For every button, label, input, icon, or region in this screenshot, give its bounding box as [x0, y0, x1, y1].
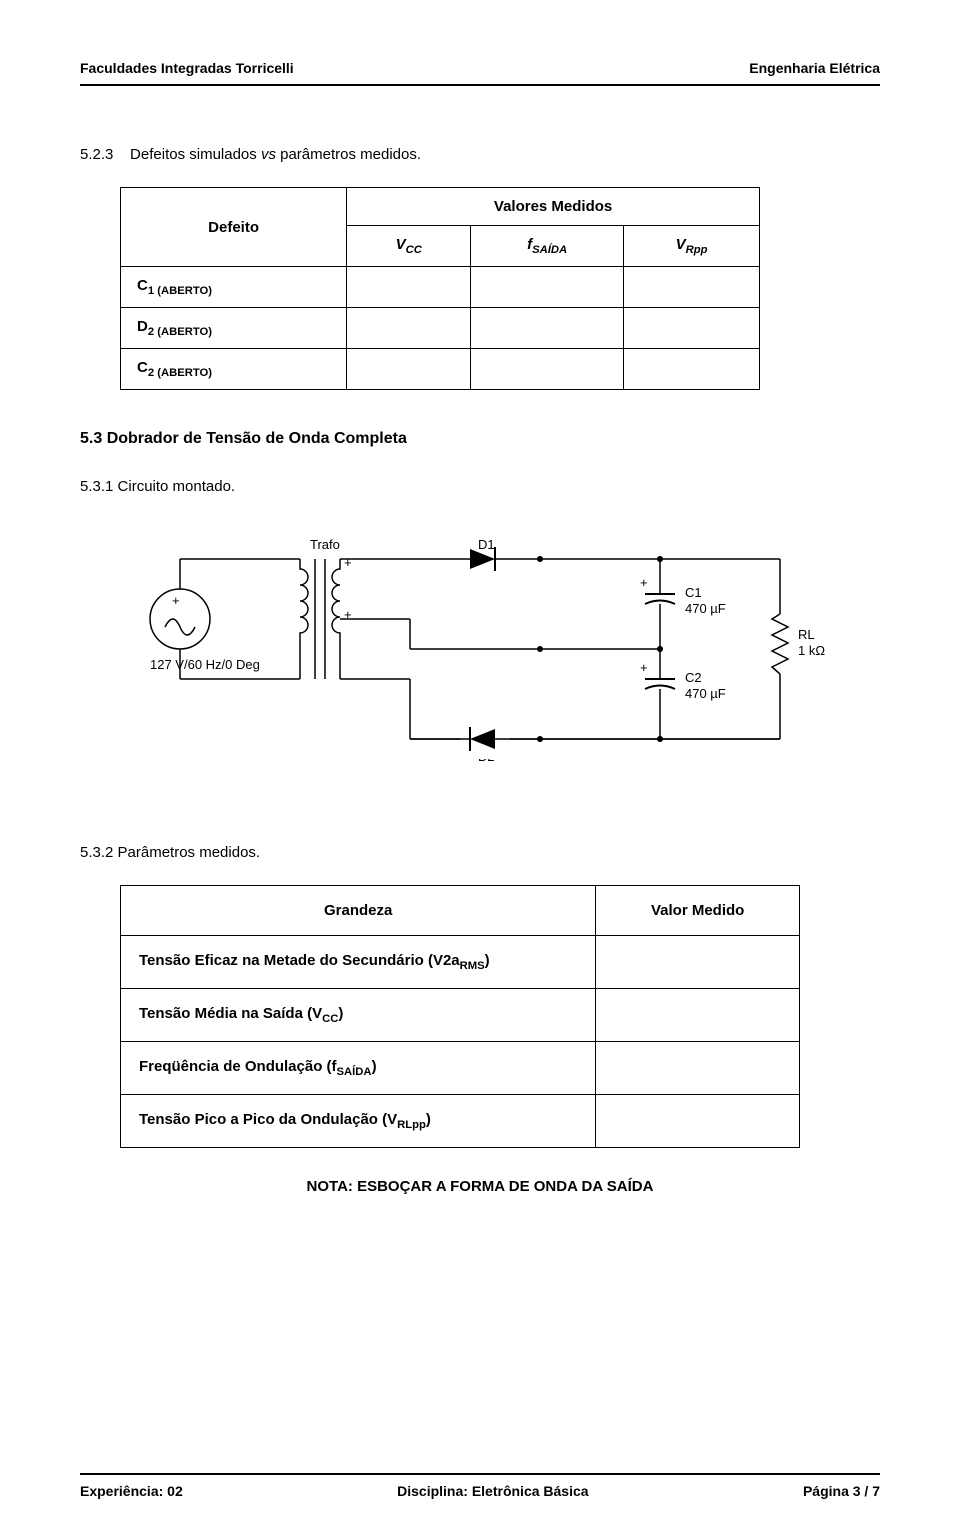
- table1-cell: [624, 267, 760, 308]
- trafo-label: Trafo: [310, 537, 340, 552]
- table1-row-d2: D2 (ABERTO): [121, 308, 347, 349]
- table2-cell: [596, 1095, 800, 1148]
- section-53-heading: 5.3 Dobrador de Tensão de Onda Completa: [80, 430, 880, 448]
- c1-label: C1: [685, 585, 702, 600]
- table2-header-grandeza: Grandeza: [121, 886, 596, 936]
- note-text: NOTA: ESBOÇAR A FORMA DE ONDA DA SAÍDA: [80, 1178, 880, 1195]
- rl-value: 1 kΩ: [798, 643, 825, 658]
- table1-cell: [347, 349, 471, 390]
- table1-cell: [624, 308, 760, 349]
- circuit-diagram: + 127 V/60 Hz/0 Deg Trafo + + D1: [120, 519, 880, 804]
- page-header: Faculdades Integradas Torricelli Engenha…: [80, 60, 880, 86]
- rl-label: RL: [798, 627, 815, 642]
- table1-col-vrpp: VRpp: [624, 226, 760, 267]
- defects-table: Defeito Valores Medidos VCC fSAÍDA VRpp …: [120, 187, 760, 390]
- table1-cell: [471, 308, 624, 349]
- table2-header-valor: Valor Medido: [596, 886, 800, 936]
- parameters-table: Grandeza Valor Medido Tensão Eficaz na M…: [120, 885, 800, 1148]
- footer-right: Página 3 / 7: [803, 1483, 880, 1499]
- c2-value: 470 µF: [685, 686, 726, 701]
- table2-row2: Tensão Média na Saída (VCC): [121, 989, 596, 1042]
- page-footer: Experiência: 02 Disciplina: Eletrônica B…: [80, 1473, 880, 1499]
- c1-value: 470 µF: [685, 601, 726, 616]
- d1-label: D1: [478, 537, 495, 552]
- table1-row-c2: C2 (ABERTO): [121, 349, 347, 390]
- source-label: 127 V/60 Hz/0 Deg: [150, 657, 260, 672]
- table2-cell: [596, 936, 800, 989]
- section-text-italic: vs: [261, 146, 276, 163]
- table1-cell: [471, 349, 624, 390]
- svg-text:+: +: [640, 660, 648, 675]
- table1-cell: [347, 267, 471, 308]
- table2-row4: Tensão Pico a Pico da Ondulação (VRLpp): [121, 1095, 596, 1148]
- section-number: 5.2.3: [80, 146, 113, 163]
- table2-cell: [596, 989, 800, 1042]
- table1-col-vcc: VCC: [347, 226, 471, 267]
- header-left: Faculdades Integradas Torricelli: [80, 60, 294, 76]
- table1-cell: [471, 267, 624, 308]
- svg-text:+: +: [172, 593, 180, 608]
- svg-text:+: +: [344, 555, 352, 570]
- table1-cell: [624, 349, 760, 390]
- section-text-prefix: Defeitos simulados: [130, 146, 261, 163]
- table2-row3: Freqüência de Ondulação (fSAÍDA): [121, 1042, 596, 1095]
- section-531-heading: 5.3.1 Circuito montado.: [80, 478, 880, 495]
- section-532-heading: 5.3.2 Parâmetros medidos.: [80, 844, 880, 861]
- footer-center: Disciplina: Eletrônica Básica: [397, 1483, 588, 1499]
- footer-left: Experiência: 02: [80, 1483, 183, 1499]
- header-right: Engenharia Elétrica: [749, 60, 880, 76]
- table1-header-valores: Valores Medidos: [347, 188, 760, 226]
- svg-text:+: +: [640, 575, 648, 590]
- table2-row1: Tensão Eficaz na Metade do Secundário (V…: [121, 936, 596, 989]
- section-523-title: 5.2.3 Defeitos simulados vs parâmetros m…: [80, 146, 880, 163]
- table1-row-c1: C1 (ABERTO): [121, 267, 347, 308]
- section-text-suffix: parâmetros medidos.: [276, 146, 421, 163]
- table1-header-defeito: Defeito: [121, 188, 347, 267]
- table2-cell: [596, 1042, 800, 1095]
- table1-cell: [347, 308, 471, 349]
- c2-label: C2: [685, 670, 702, 685]
- table1-col-fsaida: fSAÍDA: [471, 226, 624, 267]
